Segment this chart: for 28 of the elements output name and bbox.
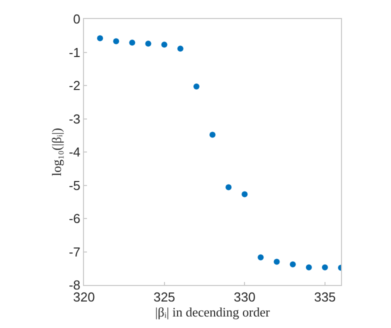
point [145,40,152,47]
point [177,46,184,52]
point [306,264,312,270]
y-tick-label: -1 [68,44,80,60]
point [193,84,200,90]
point [129,40,136,46]
x-tick-label: 335 [314,290,336,305]
point [322,264,328,270]
point [226,184,232,190]
point [274,258,280,265]
y-axis-title: log₁₀(|βᵢ|) [48,128,64,176]
y-tick-label: -4 [68,144,80,160]
x-tick-label: 330 [234,290,256,305]
y-tick-label: -2 [68,78,80,94]
y-tick-label: -5 [68,178,80,193]
point [290,261,296,268]
y-tick-label: -7 [68,244,80,260]
x-axis-title: |βᵢ| in decending order [155,304,270,320]
point [258,254,264,260]
point [97,35,104,42]
point [161,42,168,48]
x-tick-label: 325 [153,290,176,305]
y-tick-label: -3 [68,111,80,126]
y-tick-label: -6 [68,211,80,226]
point [210,132,216,138]
point [242,191,248,198]
point [113,38,120,44]
y-tick-label: 0 [73,12,80,27]
